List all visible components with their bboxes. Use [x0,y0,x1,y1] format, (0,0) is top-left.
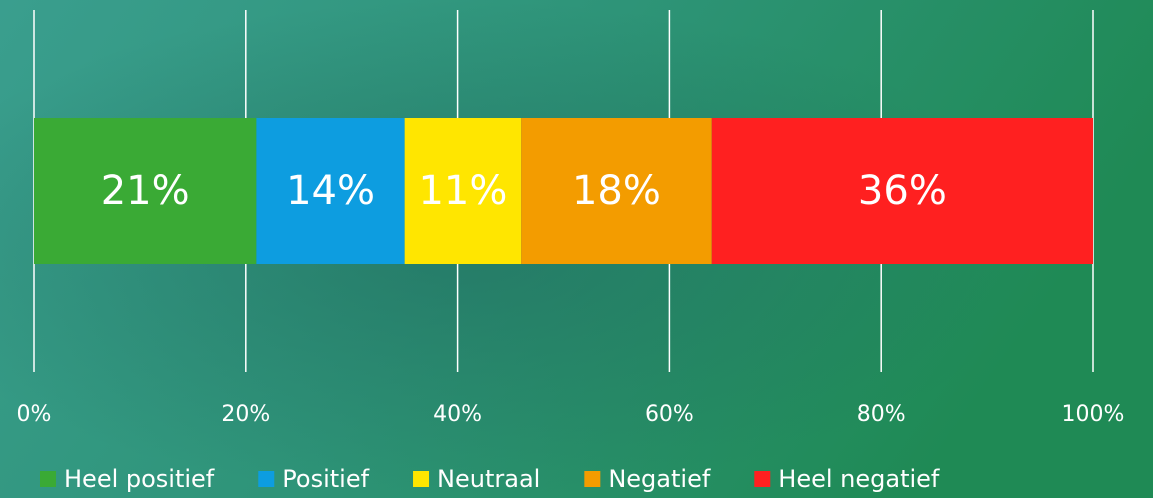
x-tick-label: 20% [221,402,270,427]
x-tick-label: 40% [433,402,482,427]
legend-swatch [413,471,430,487]
x-tick-label: 0% [17,402,52,427]
x-tick-label: 100% [1062,402,1125,427]
data-label: 18% [572,168,661,214]
legend-label: Positief [282,465,369,493]
labels: 0% 20% 40% 60% 80% 100% [17,402,1125,427]
legend-label: Negatief [608,465,711,493]
legend-label: Heel positief [64,465,215,493]
bar-segment [711,118,1093,264]
legend-swatch [258,471,275,487]
data-label: 21% [101,168,190,214]
legend: Heel positief Positief Neutraal Negatief Hee… [40,465,940,493]
legend-label: Neutraal [437,465,540,493]
bars: 21% 14% 11% 18% 36% [34,118,1093,264]
bar-segment [404,118,522,264]
legend-swatch [40,471,56,487]
data-label: 36% [858,168,947,214]
x-tick-label: 60% [645,402,694,427]
legend-label: Heel negatief [778,465,940,493]
bar-segment [34,118,257,264]
data-label: 14% [286,168,375,214]
x-tick-label: 80% [857,402,906,427]
bar-segment [256,118,405,264]
legend-swatch [754,471,771,487]
data-label: 11% [418,168,507,214]
bar-segment [521,118,712,264]
legend-swatch [584,471,601,487]
